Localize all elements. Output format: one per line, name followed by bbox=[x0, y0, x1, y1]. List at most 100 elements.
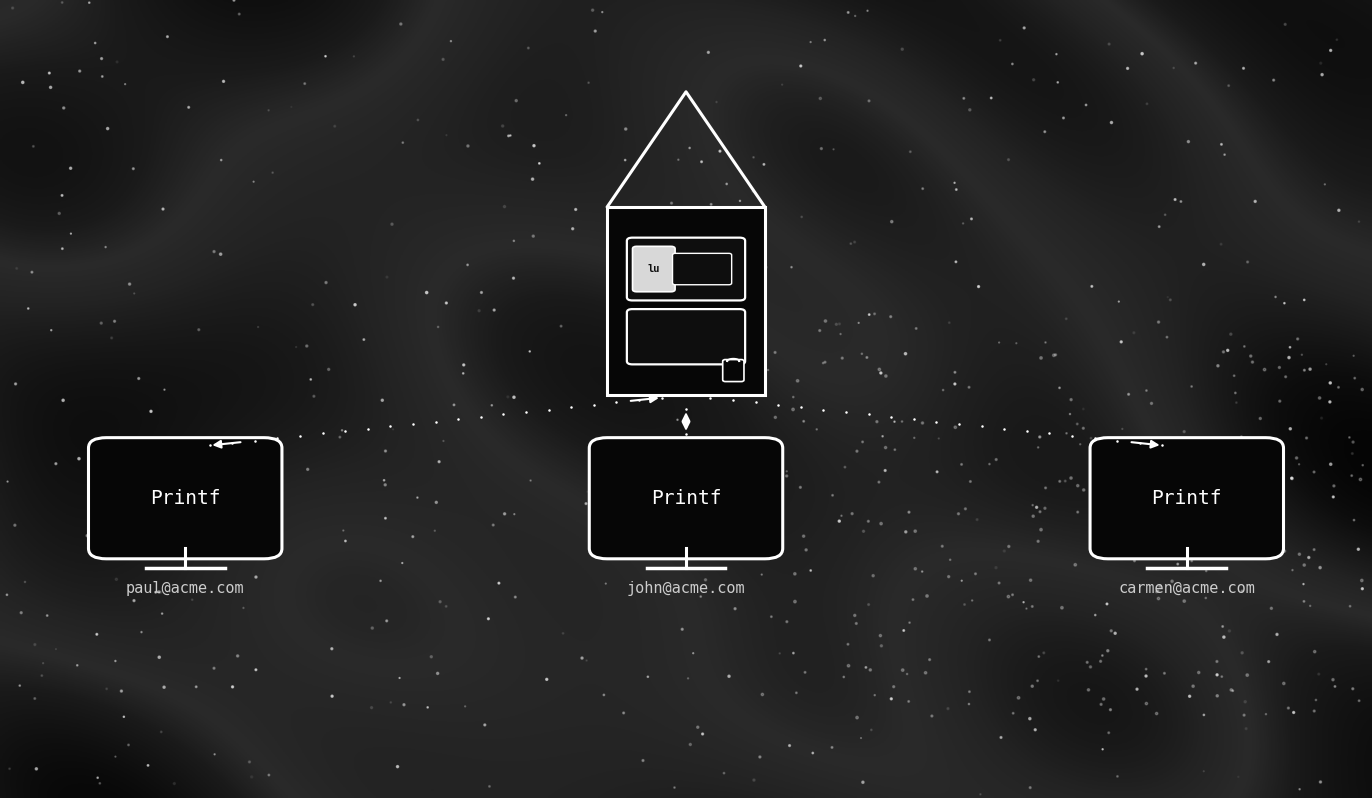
Point bbox=[1135, 662, 1157, 675]
Point bbox=[775, 465, 797, 478]
Point bbox=[794, 666, 816, 679]
Point bbox=[1110, 335, 1132, 348]
Point bbox=[1213, 630, 1235, 643]
Point bbox=[1308, 668, 1329, 681]
Point bbox=[246, 571, 268, 583]
Point bbox=[1339, 431, 1361, 444]
Point bbox=[141, 457, 163, 470]
Point bbox=[896, 668, 918, 681]
Point bbox=[156, 30, 178, 43]
Point bbox=[331, 424, 353, 437]
Point bbox=[523, 140, 545, 152]
Point bbox=[1043, 349, 1065, 361]
Point bbox=[852, 436, 874, 448]
Point bbox=[1173, 595, 1195, 607]
Point bbox=[1286, 452, 1308, 464]
Point bbox=[945, 255, 967, 268]
Point bbox=[424, 524, 446, 537]
Point bbox=[420, 650, 442, 663]
Point bbox=[36, 609, 58, 622]
Point bbox=[1236, 255, 1258, 268]
Point bbox=[944, 421, 966, 433]
Point bbox=[665, 486, 687, 499]
Point bbox=[1084, 609, 1106, 622]
Point bbox=[778, 739, 800, 752]
Point bbox=[690, 591, 712, 603]
Point bbox=[1303, 705, 1325, 717]
Point bbox=[1015, 602, 1037, 615]
Point bbox=[392, 136, 414, 149]
Point bbox=[753, 158, 775, 171]
Point bbox=[584, 25, 606, 38]
Point bbox=[1181, 555, 1203, 567]
Point bbox=[1099, 703, 1121, 716]
Point bbox=[335, 535, 357, 547]
Point bbox=[440, 35, 462, 48]
Point bbox=[1100, 117, 1122, 129]
Point bbox=[1280, 472, 1302, 484]
Point bbox=[1047, 674, 1069, 687]
Point bbox=[700, 198, 722, 211]
Point bbox=[1147, 585, 1169, 598]
Point bbox=[1220, 452, 1242, 465]
Point bbox=[1154, 667, 1176, 680]
Point bbox=[372, 394, 394, 407]
Point bbox=[1168, 452, 1190, 464]
Point bbox=[829, 318, 851, 330]
Point bbox=[1279, 341, 1301, 354]
Point bbox=[1092, 743, 1114, 756]
Point bbox=[221, 681, 243, 693]
Point bbox=[137, 759, 159, 772]
Point bbox=[100, 331, 122, 344]
Point bbox=[1067, 480, 1089, 492]
Point bbox=[106, 573, 128, 586]
Point bbox=[1281, 563, 1303, 576]
Point bbox=[1026, 501, 1048, 514]
Point bbox=[578, 77, 600, 89]
Point bbox=[78, 0, 100, 9]
Point bbox=[1342, 436, 1364, 448]
Point bbox=[1146, 586, 1168, 598]
Point bbox=[638, 262, 660, 275]
Point bbox=[128, 494, 150, 507]
Point bbox=[1222, 685, 1244, 697]
Point bbox=[1157, 484, 1179, 496]
Point bbox=[417, 701, 439, 713]
Point bbox=[790, 211, 812, 223]
Point bbox=[764, 346, 786, 359]
Point bbox=[1092, 693, 1114, 705]
Point bbox=[1034, 481, 1056, 494]
Point bbox=[1066, 417, 1088, 430]
Point bbox=[955, 503, 977, 516]
Point bbox=[859, 663, 881, 676]
Point bbox=[1022, 73, 1044, 86]
Point bbox=[1184, 57, 1206, 69]
Point bbox=[1061, 472, 1083, 484]
Point bbox=[32, 670, 54, 682]
Point bbox=[668, 308, 690, 321]
Point bbox=[1045, 48, 1067, 61]
Point bbox=[95, 241, 117, 254]
Point bbox=[1030, 352, 1052, 365]
Point bbox=[932, 540, 954, 553]
Point bbox=[26, 762, 48, 775]
Point bbox=[12, 76, 34, 89]
Point bbox=[978, 634, 1000, 646]
Point bbox=[820, 741, 842, 754]
Point bbox=[1117, 62, 1139, 75]
Point bbox=[1073, 422, 1095, 435]
Point bbox=[783, 595, 805, 608]
Point bbox=[1021, 600, 1043, 613]
Point bbox=[870, 639, 892, 652]
Point bbox=[40, 324, 62, 337]
Point bbox=[615, 123, 637, 136]
Point bbox=[1054, 475, 1076, 488]
Point bbox=[615, 154, 637, 167]
Point bbox=[1013, 596, 1034, 609]
Point bbox=[1048, 475, 1070, 488]
Point bbox=[1275, 370, 1297, 383]
Point bbox=[1210, 138, 1232, 151]
Point bbox=[1264, 518, 1286, 531]
Point bbox=[1314, 178, 1336, 191]
Point bbox=[1081, 454, 1103, 467]
